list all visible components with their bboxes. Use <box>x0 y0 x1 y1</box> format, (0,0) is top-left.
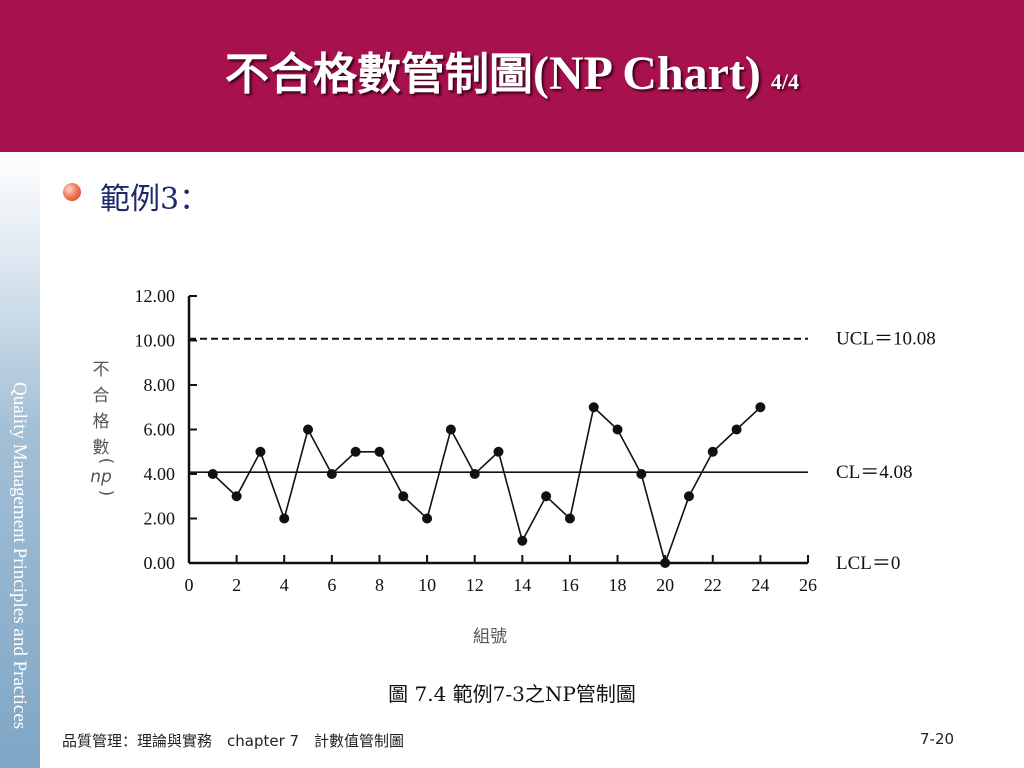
x-tick-label: 2 <box>232 575 241 595</box>
title-chinese: 不合格數管制圖 <box>224 49 533 100</box>
data-point <box>469 469 480 479</box>
x-tick-label: 8 <box>375 575 384 595</box>
data-point <box>683 491 694 502</box>
x-tick-label: 20 <box>656 575 674 595</box>
data-point <box>279 513 290 524</box>
bullet-text: 範例3： <box>100 182 210 217</box>
data-point <box>350 446 361 457</box>
x-tick-label: 10 <box>418 575 436 595</box>
y-tick-label: 4.00 <box>144 464 176 484</box>
data-point <box>493 446 504 457</box>
x-tick-label: 6 <box>327 575 336 595</box>
x-tick-label: 18 <box>609 575 627 595</box>
title-page-indicator: 4/4 <box>770 69 800 94</box>
data-point <box>422 513 433 524</box>
lcl-label: LCL＝0 <box>836 553 900 574</box>
x-tick-label: 0 <box>185 575 194 595</box>
data-point <box>612 424 623 435</box>
x-tick-label: 24 <box>751 575 769 595</box>
data-point <box>588 402 599 413</box>
y-tick-label: 8.00 <box>144 375 176 395</box>
y-axis-label-char: 合 <box>93 386 110 406</box>
data-point <box>517 535 528 546</box>
y-tick-label: 6.00 <box>144 420 176 440</box>
x-tick-label: 16 <box>561 575 579 595</box>
side-banner <box>0 152 40 768</box>
y-tick-label: 2.00 <box>144 509 176 529</box>
bullet-icon <box>63 183 81 201</box>
y-tick-label: 0.00 <box>144 553 176 573</box>
title-english: (NP Chart) <box>532 47 761 100</box>
data-point <box>398 491 409 502</box>
x-tick-label: 12 <box>466 575 484 595</box>
data-point <box>231 491 242 502</box>
data-point <box>303 424 314 435</box>
data-point <box>731 424 742 435</box>
slide-header: 不合格數管制圖(NP Chart) 4/4 <box>0 0 1024 152</box>
data-point <box>564 513 575 524</box>
y-axis-label-char: 格 <box>93 412 110 432</box>
ucl-label: UCL＝10.08 <box>836 329 936 350</box>
y-axis-label-paren-close: ) <box>96 490 116 497</box>
y-axis-label-char: 數 <box>93 438 110 458</box>
data-line <box>212 405 761 566</box>
x-axis-label: 組號 <box>473 627 507 647</box>
y-axis-label: 不合格數( np) <box>90 360 116 496</box>
y-tick-label: 10.00 <box>135 331 176 351</box>
x-tick-label: 14 <box>513 575 531 595</box>
data-point <box>445 424 456 435</box>
x-tick-label: 4 <box>280 575 289 595</box>
footer-page-number: 7-20 <box>920 730 955 748</box>
x-tick-label: 22 <box>704 575 722 595</box>
data-point <box>207 469 218 479</box>
figure-caption: 圖 7.4 範例7-3之NP管制圖 <box>388 682 636 706</box>
data-point <box>255 446 266 457</box>
cl-label: CL＝4.08 <box>836 462 913 483</box>
data-point <box>707 446 718 457</box>
slide-title: 不合格數管制圖(NP Chart) 4/4 <box>0 38 1024 102</box>
data-point <box>374 446 385 457</box>
y-tick-label: 12.00 <box>135 286 176 306</box>
y-axis-label-char: 不 <box>93 360 110 380</box>
y-axis-label-variable: np <box>90 467 112 487</box>
x-tick-label: 26 <box>799 575 817 595</box>
data-point <box>541 491 552 502</box>
footer-course-info: 品質管理：理論與實務 chapter 7 計數值管制圖 <box>62 732 405 750</box>
y-axis-label-paren-open: ( <box>96 458 116 465</box>
data-point <box>636 469 647 479</box>
data-point <box>755 402 766 413</box>
data-point <box>326 469 337 479</box>
